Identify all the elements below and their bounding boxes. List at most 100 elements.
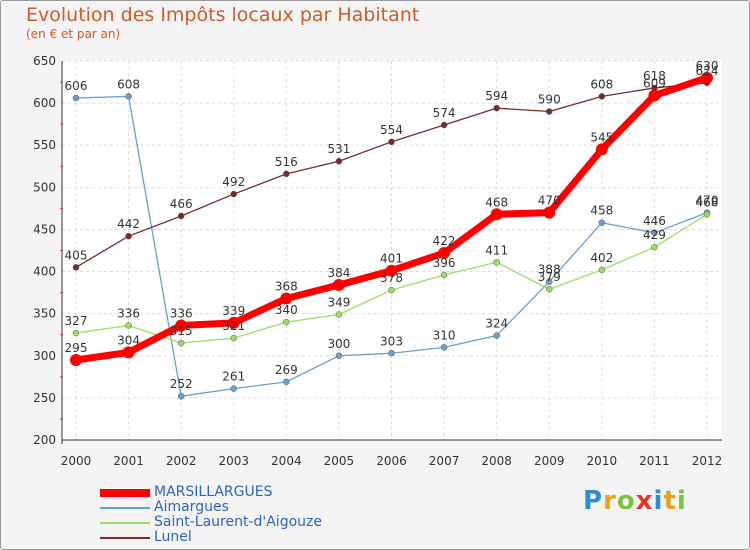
proxiti-logo: Proxiti [583,486,687,516]
data-point-lunel [283,170,290,178]
data-point-aimargues [440,344,448,351]
x-tick-label: 2005 [324,454,355,468]
data-point-marsillargues [648,89,661,102]
data-label: 336 [170,306,193,320]
axes: 200 250 300 350 400 450 500 550 600 650 2000 2001 20… [33,54,722,468]
data-point-aimargues [388,350,395,357]
data-point-saint-laurent-d-aigouze [651,243,658,251]
data-label: 384 [327,266,350,280]
legend-swatch [100,537,150,539]
data-point-lunel [440,121,448,129]
data-point-marsillargues [438,247,451,260]
data-label: 470 [538,194,561,208]
data-point-saint-laurent-d-aigouze [703,211,711,218]
logo-letter: i [653,486,664,516]
data-label: 470 [696,194,719,208]
data-point-saint-laurent-d-aigouze [546,285,553,293]
y-tick-label: 550 [33,138,56,152]
data-point-marsillargues [543,206,556,219]
data-label: 327 [65,314,88,328]
y-tick-label: 300 [33,349,56,363]
data-point-aimargues [493,332,500,339]
data-label: 339 [222,304,245,318]
data-label: 492 [222,175,245,189]
data-label: 378 [380,271,403,285]
data-point-saint-laurent-d-aigouze [283,318,290,326]
data-label: 303 [380,334,403,348]
data-point-saint-laurent-d-aigouze [177,339,185,347]
data-point-saint-laurent-d-aigouze [335,311,343,318]
data-label: 269 [275,363,298,377]
data-point-aimargues [283,378,290,386]
data-label: 422 [433,234,456,248]
x-tick-label: 2004 [271,454,302,468]
data-label: 606 [65,79,88,93]
x-tick-label: 2000 [61,454,92,468]
data-point-aimargues [230,385,237,392]
data-label: 624 [696,64,719,78]
data-point-marsillargues [227,316,240,329]
data-point-lunel [546,108,553,115]
y-tick-label: 450 [33,222,56,236]
y-tick-label: 250 [33,391,56,405]
legend-label: MARSILLARGUES [154,484,273,500]
legend-swatch [100,507,150,509]
y-tick-label: 500 [33,180,56,194]
x-tick-label: 2009 [534,454,565,468]
data-point-aimargues [651,229,658,237]
x-tick-label: 2007 [429,454,460,468]
x-tick-label: 2010 [587,454,618,468]
data-point-marsillargues [280,292,293,305]
logo-letter: i [676,486,687,516]
legend-label: Saint-Laurent-d'Aigouze [154,514,322,530]
data-point-lunel [177,212,185,220]
data-label: 545 [590,130,613,144]
legend-label: Aimargues [154,499,229,515]
y-tick-label: 350 [33,307,56,321]
x-tick-label: 2008 [481,454,512,468]
data-point-marsillargues [122,346,135,359]
y-tick-label: 650 [33,54,56,68]
data-label: 402 [590,251,613,265]
data-label: 405 [65,248,88,262]
data-point-lunel [125,232,132,240]
data-point-saint-laurent-d-aigouze [230,334,237,342]
data-label: 468 [696,195,719,209]
series-lines [70,71,713,400]
data-label: 468 [485,195,508,209]
data-label: 388 [538,263,561,277]
legend-label: Lunel [154,529,192,545]
data-point-marsillargues [385,264,398,277]
data-label: 315 [170,324,193,338]
data-point-aimargues [546,278,553,285]
data-point-saint-laurent-d-aigouze [440,271,448,279]
data-label: 300 [327,337,350,351]
data-point-aimargues [72,94,80,102]
data-point-lunel [230,190,237,198]
data-label: 295 [65,341,88,355]
x-tick-label: 2006 [376,454,407,468]
grid [62,60,722,441]
data-point-marsillargues [70,353,82,366]
plot-area [62,61,722,440]
data-label: 554 [380,123,403,137]
data-label: 379 [538,270,561,284]
data-label: 458 [590,204,613,218]
legend-swatch [100,489,150,497]
data-point-lunel [388,138,395,146]
data-label: 594 [485,89,508,103]
data-label: 310 [433,328,456,342]
y-tick-label: 200 [33,433,56,447]
chart-subtitle: (en € et par an) [26,27,121,41]
data-point-lunel [72,264,80,271]
data-label: 574 [433,106,456,120]
data-label: 261 [222,370,245,384]
data-label: 321 [222,319,245,333]
logo-letter: x [635,486,654,516]
data-point-marsillargues [595,143,608,156]
data-point-marsillargues [175,319,188,332]
data-point-marsillargues [332,279,345,292]
data-label: 590 [538,93,561,107]
data-point-aimargues [125,93,132,100]
x-tick-label: 2003 [218,454,249,468]
